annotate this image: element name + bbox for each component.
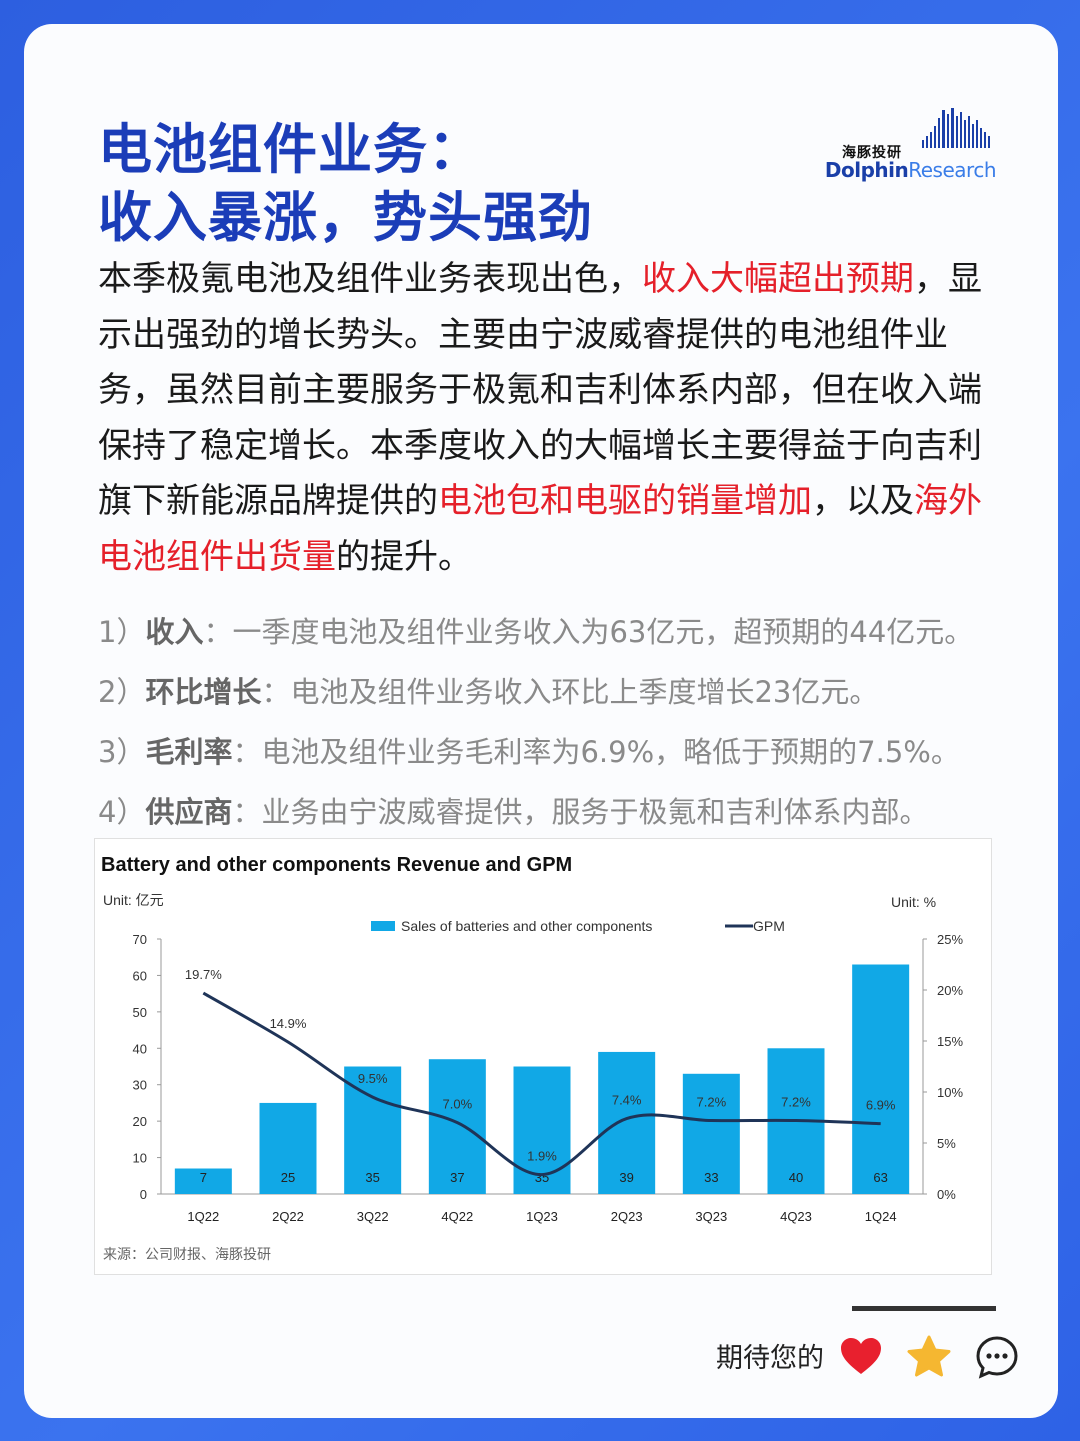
right-tick-label: 10% (937, 1085, 963, 1100)
x-tick-label: 2Q23 (611, 1209, 643, 1224)
bar-value-label: 7 (200, 1170, 207, 1185)
x-tick-label: 3Q22 (357, 1209, 389, 1224)
gpm-value-label: 7.2% (781, 1095, 811, 1110)
heart-icon[interactable] (838, 1334, 884, 1380)
chart-bar (513, 1066, 571, 1194)
x-tick-label: 2Q22 (272, 1209, 304, 1224)
legend-line-label: GPM (753, 918, 785, 934)
x-tick-label: 1Q22 (187, 1209, 219, 1224)
gpm-value-label: 7.0% (443, 1097, 473, 1112)
bar-value-label: 33 (704, 1170, 718, 1185)
legend-bar-label: Sales of batteries and other components (401, 918, 652, 934)
point-item: 1）收入：一季度电池及组件业务收入为63亿元，超预期的44亿元。 (98, 615, 974, 649)
chart-svg: Battery and other components Revenue and… (101, 854, 963, 1262)
page-title: 电池组件业务： 收入暴涨，势头强劲 (98, 118, 593, 249)
left-tick-label: 30 (133, 1078, 147, 1093)
divider-line (852, 1306, 996, 1311)
gpm-value-label: 6.9% (866, 1098, 896, 1113)
point-item: 3）毛利率：电池及组件业务毛利率为6.9%，略低于预期的7.5%。 (98, 735, 960, 769)
x-tick-label: 3Q23 (695, 1209, 727, 1224)
gpm-value-label: 19.7% (185, 967, 222, 982)
right-tick-label: 20% (937, 983, 963, 998)
gpm-value-label: 7.4% (612, 1093, 642, 1108)
left-tick-label: 50 (133, 1005, 147, 1020)
x-tick-label: 4Q23 (780, 1209, 812, 1224)
right-tick-label: 25% (937, 932, 963, 947)
logo-en-text: DolphinResearch (824, 158, 997, 182)
bar-value-label: 37 (450, 1170, 464, 1185)
left-tick-label: 40 (133, 1041, 147, 1056)
logo-cn-text: 海豚投研 (842, 145, 902, 161)
bar-value-label: 35 (365, 1170, 379, 1185)
chart-source: 来源：公司财报、海豚投研 (103, 1246, 271, 1262)
key-points-list: 1）收入：一季度电池及组件业务收入为63亿元，超预期的44亿元。 2）环比增长：… (98, 602, 973, 842)
highlight-text: 电池包和电驱的销量增加 (438, 481, 812, 521)
left-tick-label: 60 (133, 968, 147, 983)
comment-icon[interactable] (974, 1334, 1020, 1380)
chart-bar (428, 1059, 486, 1194)
right-tick-label: 5% (937, 1136, 956, 1151)
left-tick-label: 70 (133, 932, 147, 947)
bar-value-label: 40 (789, 1170, 803, 1185)
x-tick-label: 1Q23 (526, 1209, 558, 1224)
chart-bar (174, 1168, 232, 1194)
point-item: 4）供应商：业务由宁波威睿提供，服务于极氪和吉利体系内部。 (98, 795, 929, 829)
summary-paragraph: 本季极氪电池及组件业务表现出色，收入大幅超出预期，显示出强劲的增长势头。主要由宁… (98, 259, 982, 577)
star-icon[interactable] (906, 1334, 952, 1380)
left-tick-label: 20 (133, 1114, 147, 1129)
gpm-value-label: 9.5% (358, 1071, 388, 1086)
chart-bar (682, 1073, 740, 1194)
chart-bar (852, 964, 910, 1194)
bar-value-label: 63 (873, 1170, 887, 1185)
x-tick-label: 4Q22 (441, 1209, 473, 1224)
highlight-text: 收入大幅超出预期 (642, 259, 914, 299)
chart-bar (598, 1051, 656, 1194)
cta-text: 期待您的 (716, 1343, 824, 1374)
logo-bars-icon (922, 108, 990, 148)
revenue-gpm-chart: Battery and other components Revenue and… (94, 838, 992, 1275)
chart-bar (259, 1102, 317, 1194)
gpm-value-label: 7.2% (697, 1095, 727, 1110)
legend-bar-swatch (371, 921, 395, 931)
highlight-text: 海外电池组件出货量 (98, 481, 982, 577)
gpm-value-label: 1.9% (527, 1149, 557, 1164)
left-tick-label: 10 (133, 1151, 147, 1166)
x-tick-label: 1Q24 (865, 1209, 897, 1224)
chart-title: Battery and other components Revenue and… (101, 854, 572, 876)
point-item: 2）环比增长：电池及组件业务收入环比上季度增长23亿元。 (98, 675, 879, 709)
right-tick-label: 15% (937, 1034, 963, 1049)
gpm-value-label: 14.9% (270, 1016, 307, 1031)
bar-value-label: 25 (281, 1170, 295, 1185)
left-tick-label: 0 (140, 1187, 147, 1202)
left-axis-unit: Unit: 亿元 (103, 892, 164, 908)
bar-value-label: 35 (535, 1170, 549, 1185)
content-card: 海豚投研 DolphinResearch 电池组件业务： 收入暴涨，势头强劲 本季… (24, 24, 1058, 1418)
right-axis-unit: Unit: % (891, 894, 936, 910)
right-tick-label: 0% (937, 1187, 956, 1202)
bar-value-label: 39 (619, 1170, 633, 1185)
